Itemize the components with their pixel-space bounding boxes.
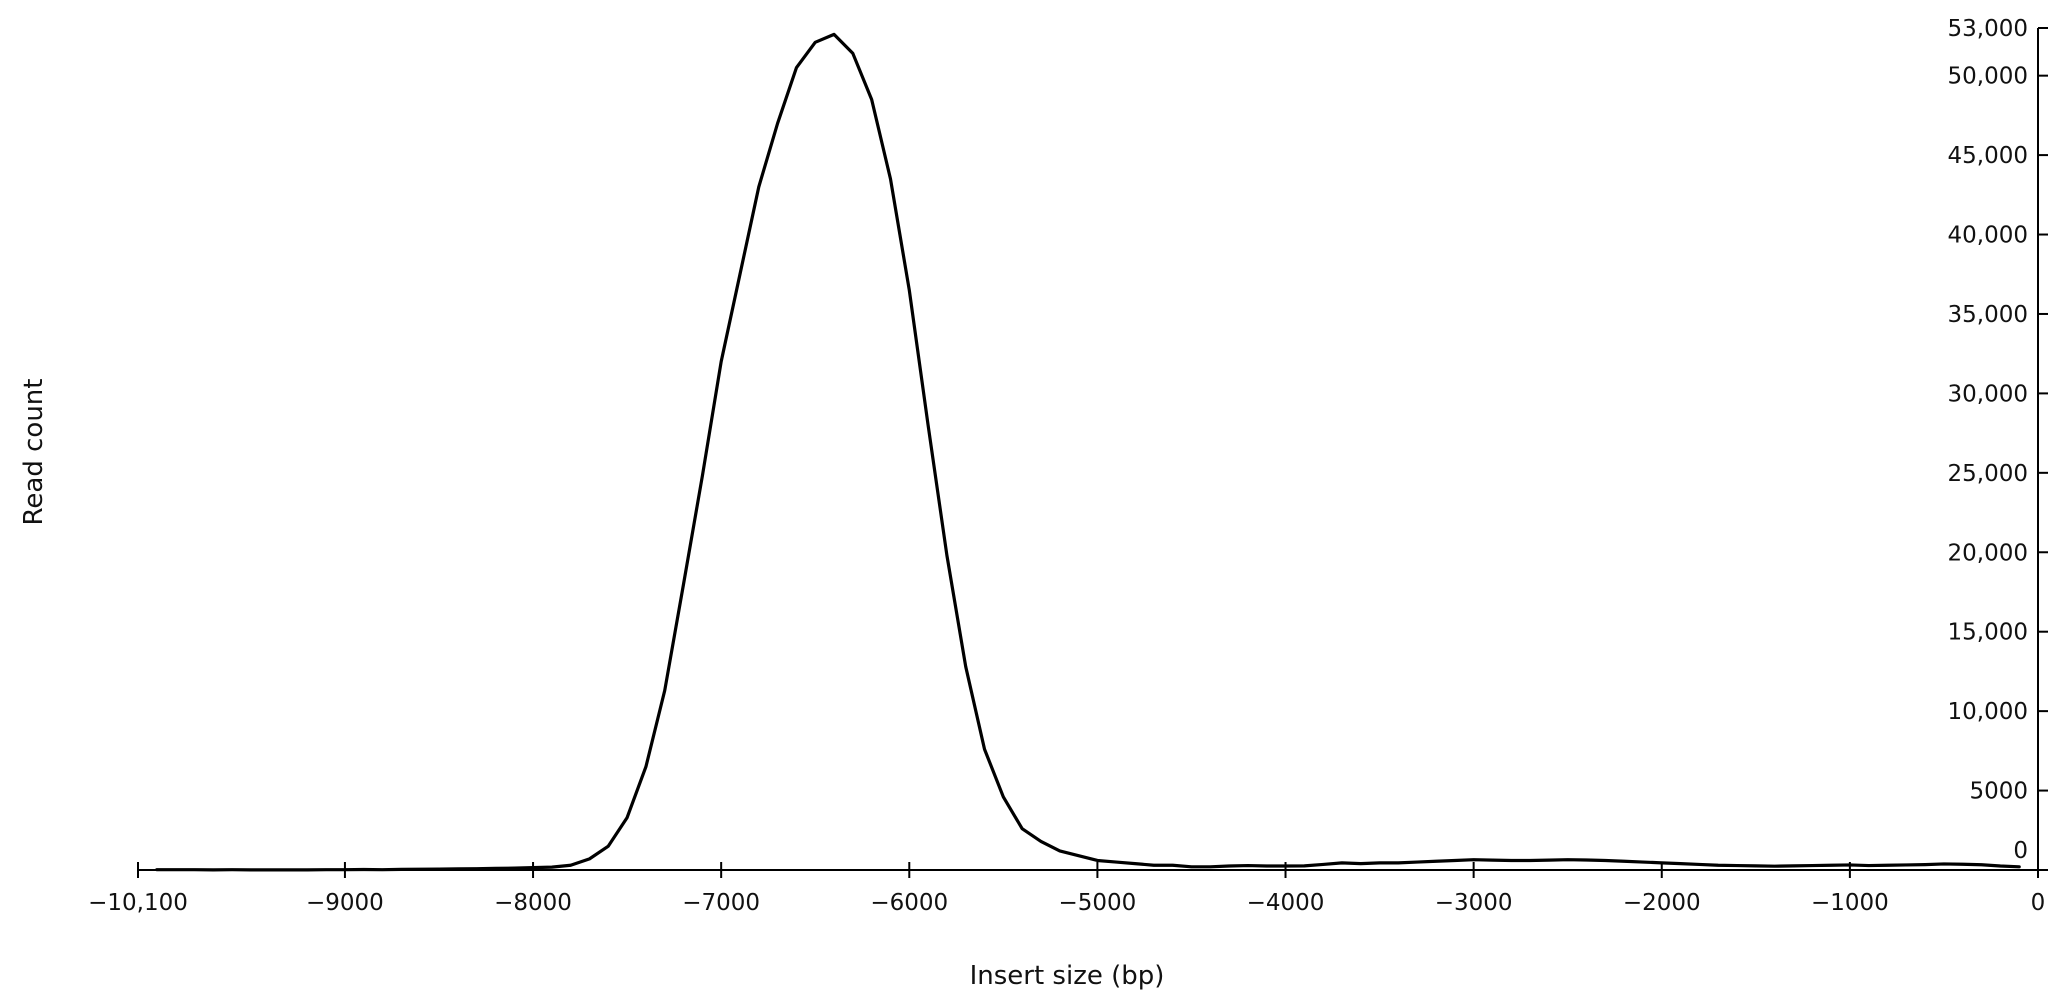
y-tick-label: 25,000: [1948, 461, 2028, 487]
x-tick-label: −2000: [1623, 890, 1701, 916]
y-axis-title: Read count: [19, 379, 49, 526]
x-tick-label: −8000: [494, 890, 572, 916]
y-tick-label: 20,000: [1948, 540, 2028, 566]
x-tick-label: −3000: [1435, 890, 1513, 916]
x-tick-label: −4000: [1247, 890, 1325, 916]
x-tick-label: 0: [2031, 890, 2046, 916]
y-tick-label: 15,000: [1948, 620, 2028, 646]
series-layer: [155, 32, 2021, 872]
series-line: [155, 32, 2021, 872]
y-tick-label: 35,000: [1948, 302, 2028, 328]
y-tick-label: 45,000: [1948, 143, 2028, 169]
x-tick-label: −7000: [682, 890, 760, 916]
x-axis-title: Insert size (bp): [970, 961, 1165, 991]
y-tick-label: 5000: [1969, 779, 2028, 805]
y-tick-label: 0: [2013, 838, 2028, 864]
y-tick-label: 50,000: [1948, 64, 2028, 90]
y-tick-label: 30,000: [1948, 381, 2028, 407]
x-tick-label: −6000: [870, 890, 948, 916]
y-axis: 0 5000 10,000 15,000 20,000 25,000 30,000 35,00…: [1948, 16, 2048, 871]
x-tick-label: −1000: [1811, 890, 1889, 916]
y-tick-label: 40,000: [1948, 223, 2028, 249]
y-tick-label: 53,000: [1948, 16, 2028, 42]
x-tick-label: −9000: [306, 890, 384, 916]
x-tick-label: −5000: [1058, 890, 1136, 916]
y-tick-label: 10,000: [1948, 699, 2028, 725]
x-tick-label: −10,100: [88, 890, 188, 916]
